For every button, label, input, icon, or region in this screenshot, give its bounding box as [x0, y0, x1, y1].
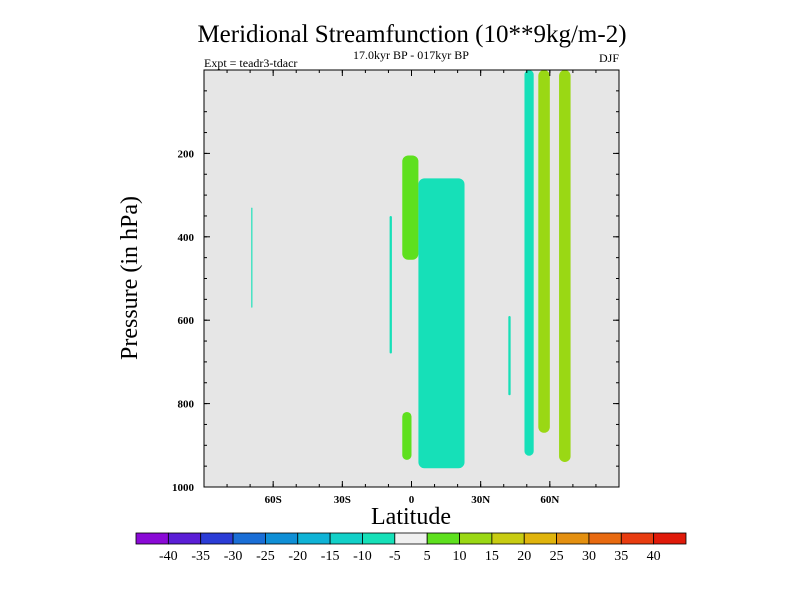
colorbar-label: 15	[485, 549, 499, 564]
chart-title: Meridional Streamfunction (10**9kg/m-2)	[197, 21, 626, 48]
colorbar-label: -35	[191, 549, 210, 564]
colorbar-label: -10	[353, 549, 372, 564]
y-tick-label: 600	[178, 315, 195, 327]
contour-region-south-tropic-thin	[389, 215, 392, 354]
axis-ticks: 60S 30S 0 30N 60N 200 400 600 800 1000	[172, 70, 619, 506]
colorbar-swatch	[329, 532, 363, 545]
chart-subtitle-left: Expt = teadr3-tdacr	[204, 56, 297, 70]
colorbar-swatch	[265, 532, 299, 545]
x-tick-label: 30S	[334, 494, 351, 506]
contour-region-antarctic-thin-positive	[251, 207, 253, 308]
colorbar-label: 40	[647, 549, 661, 564]
y-tick-label: 400	[178, 232, 195, 244]
colorbar-swatch	[200, 532, 234, 545]
colorbar-swatch	[135, 532, 169, 545]
contour-region-equatorial-lower-cell	[402, 411, 412, 460]
colorbar-label: 30	[582, 549, 596, 564]
colorbar-swatch	[297, 532, 331, 545]
chart-subtitle-center: 17.0kyr BP - 017kyr BP	[353, 48, 469, 62]
colorbar-label: -40	[159, 549, 178, 564]
contour-region-midlat-thin-left	[508, 316, 511, 396]
colorbar-swatch	[426, 532, 460, 545]
colorbar-label: 10	[453, 549, 467, 564]
colorbar-label: -20	[288, 549, 307, 564]
y-axis-label: Pressure (in hPa)	[117, 196, 143, 360]
chart-subtitle-right: DJF	[599, 51, 619, 65]
colorbar-swatch	[362, 532, 396, 545]
y-tick-label: 1000	[172, 482, 195, 494]
colorbar-swatch	[556, 532, 590, 545]
colorbar-swatch	[459, 532, 493, 545]
colorbar: -40 -35 -30 -25 -20 -15 -10 -5 5 10 15 20 25 30 35 40	[135, 532, 687, 564]
x-tick-label: 30N	[471, 494, 490, 506]
x-tick-label: 60N	[540, 494, 559, 506]
contour-regions	[251, 70, 571, 469]
colorbar-label: -30	[224, 549, 243, 564]
colorbar-swatch	[491, 532, 525, 545]
colorbar-label: -5	[389, 549, 401, 564]
x-axis-label: Latitude	[371, 504, 451, 530]
colorbar-swatch	[167, 532, 202, 545]
contour-region-polar-cell-east	[559, 70, 571, 462]
colorbar-swatch	[653, 532, 687, 545]
colorbar-label: 5	[424, 549, 431, 564]
colorbar-swatch	[620, 532, 655, 545]
colorbar-label: 25	[550, 549, 564, 564]
x-tick-label: 0	[409, 494, 415, 506]
colorbar-swatch	[588, 532, 622, 545]
contour-region-equatorial-upper-cell	[402, 155, 419, 260]
contour-region-northern-hadley-column	[418, 178, 465, 469]
colorbar-swatch	[232, 532, 266, 545]
colorbar-swatch	[394, 532, 428, 545]
contour-region-midlat-tall-column	[524, 70, 534, 456]
colorbar-label: 20	[517, 549, 531, 564]
contour-region-polar-cell-west	[538, 70, 550, 433]
colorbar-label: -15	[321, 549, 340, 564]
y-tick-label: 200	[178, 148, 195, 160]
colorbar-label: -25	[256, 549, 275, 564]
colorbar-label: 35	[614, 549, 628, 564]
x-tick-label: 60S	[265, 494, 282, 506]
colorbar-swatch	[523, 532, 557, 545]
y-tick-label: 800	[178, 399, 195, 411]
